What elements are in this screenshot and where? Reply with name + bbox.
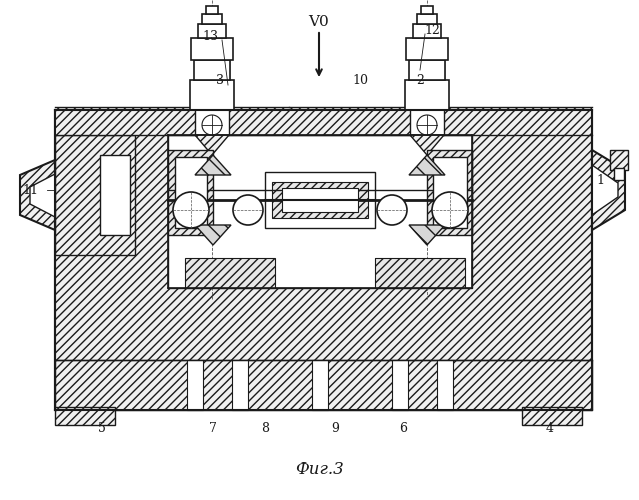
Text: 7: 7 [209,422,217,434]
Bar [417,14,437,24]
Bar [55,110,592,410]
Bar [410,40,444,135]
Polygon shape [592,165,618,215]
Bar [406,38,448,60]
Bar [55,135,135,255]
Polygon shape [592,150,625,230]
Bar [190,80,234,110]
Bar [55,407,115,425]
Bar [437,360,453,410]
Bar [168,135,472,288]
Bar [168,150,213,235]
Bar [289,107,410,135]
Polygon shape [20,160,55,230]
Circle shape [173,192,209,228]
Bar [522,407,582,425]
Bar [413,24,441,38]
Bar [55,360,592,410]
Text: 9: 9 [331,422,339,434]
Polygon shape [195,155,231,175]
Text: 1: 1 [596,174,604,186]
Bar [610,150,628,170]
Bar [55,107,195,135]
Bar [187,360,203,410]
Bar [185,258,275,288]
Text: 3: 3 [216,74,224,86]
Text: 13: 13 [202,30,218,43]
Bar [427,150,472,235]
Bar [55,107,195,135]
Bar [289,107,410,135]
Bar [522,407,582,425]
Text: 11: 11 [22,184,38,196]
Bar [265,172,375,228]
Bar [312,360,328,410]
Polygon shape [410,135,444,155]
Bar [433,157,467,228]
Bar [55,135,135,255]
Text: V0: V0 [309,15,329,29]
Bar [392,360,408,410]
Bar [405,80,449,110]
Circle shape [417,115,437,135]
Bar [175,157,207,228]
Bar [202,14,222,24]
Bar [229,107,289,135]
Bar [194,60,230,80]
Bar [191,38,233,60]
Bar [185,258,275,288]
Text: 5: 5 [98,422,106,434]
Bar [229,107,289,135]
Bar [375,258,465,288]
Bar [55,407,115,425]
Bar [610,150,628,170]
Text: 6: 6 [399,422,407,434]
Polygon shape [195,135,229,155]
Bar [232,360,248,410]
Polygon shape [195,225,231,245]
Circle shape [432,192,468,228]
Bar [375,258,465,288]
Bar [282,188,358,212]
Polygon shape [409,225,445,245]
Bar [427,150,472,235]
Text: 12: 12 [424,24,440,36]
Bar [444,107,592,135]
Bar [444,107,592,135]
Bar [198,24,226,38]
Circle shape [202,115,222,135]
Bar [55,110,592,410]
Bar [272,182,368,218]
Text: 10: 10 [352,74,368,86]
Circle shape [377,195,407,225]
Polygon shape [30,174,55,217]
Circle shape [233,195,263,225]
Bar [409,60,445,80]
Text: 4: 4 [546,422,554,434]
Polygon shape [409,155,445,175]
Bar [206,6,218,14]
Text: 2: 2 [416,74,424,86]
Bar [168,150,213,235]
Bar [100,155,130,235]
Bar [272,182,368,218]
Bar [55,360,592,410]
Bar [421,6,433,14]
Text: 8: 8 [261,422,269,434]
Bar [195,40,229,135]
Text: Фиг.3: Фиг.3 [295,462,343,478]
Bar [614,168,624,180]
